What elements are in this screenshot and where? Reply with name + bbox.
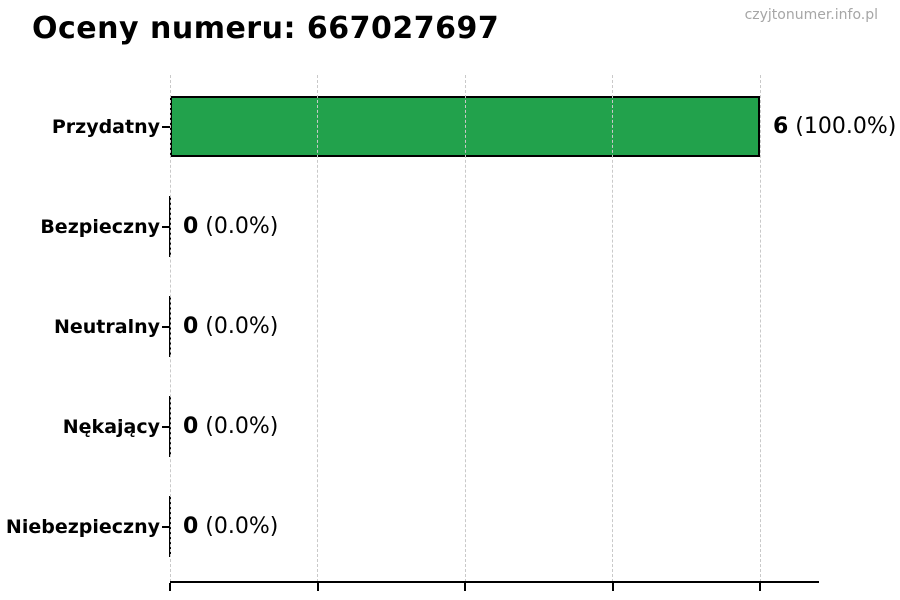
value-label: 0 (0.0%) [183, 514, 278, 539]
category-label: Nękający [62, 416, 160, 438]
category-label: Przydatny [51, 116, 160, 138]
y-axis-tick [162, 226, 170, 228]
page-title: Oceny numeru: 667027697 [32, 11, 500, 46]
x-axis-tick [611, 583, 614, 591]
gridline [317, 75, 318, 582]
gridline [169, 75, 171, 582]
category-label: Neutralny [53, 316, 160, 338]
x-axis-tick [464, 583, 466, 591]
y-axis-tick [162, 426, 170, 428]
x-axis-tick [316, 583, 319, 591]
value-label: 6 (100.0%) [773, 114, 896, 139]
value-count: 6 [773, 114, 789, 139]
gridline [464, 75, 466, 582]
x-axis-tick [169, 583, 171, 591]
value-label: 0 (0.0%) [183, 214, 278, 239]
category-label: Niebezpieczny [5, 516, 160, 538]
gridline [759, 75, 761, 582]
value-percent: (0.0%) [198, 214, 279, 239]
value-count: 0 [183, 214, 199, 239]
gridline [612, 75, 613, 582]
value-label: 0 (0.0%) [183, 414, 278, 439]
value-count: 0 [183, 314, 199, 339]
value-percent: (0.0%) [198, 514, 279, 539]
x-axis-tick [759, 583, 761, 591]
value-count: 0 [183, 414, 199, 439]
y-axis-tick [162, 526, 170, 528]
y-axis-tick [162, 326, 170, 328]
y-axis-tick [162, 126, 170, 128]
value-count: 0 [183, 514, 199, 539]
value-label: 0 (0.0%) [183, 314, 278, 339]
value-percent: (100.0%) [788, 114, 897, 139]
x-axis-line [170, 581, 819, 583]
value-percent: (0.0%) [198, 314, 279, 339]
value-percent: (0.0%) [198, 414, 279, 439]
category-label: Bezpieczny [40, 216, 160, 238]
watermark: czyjtonumer.info.pl [744, 7, 878, 23]
